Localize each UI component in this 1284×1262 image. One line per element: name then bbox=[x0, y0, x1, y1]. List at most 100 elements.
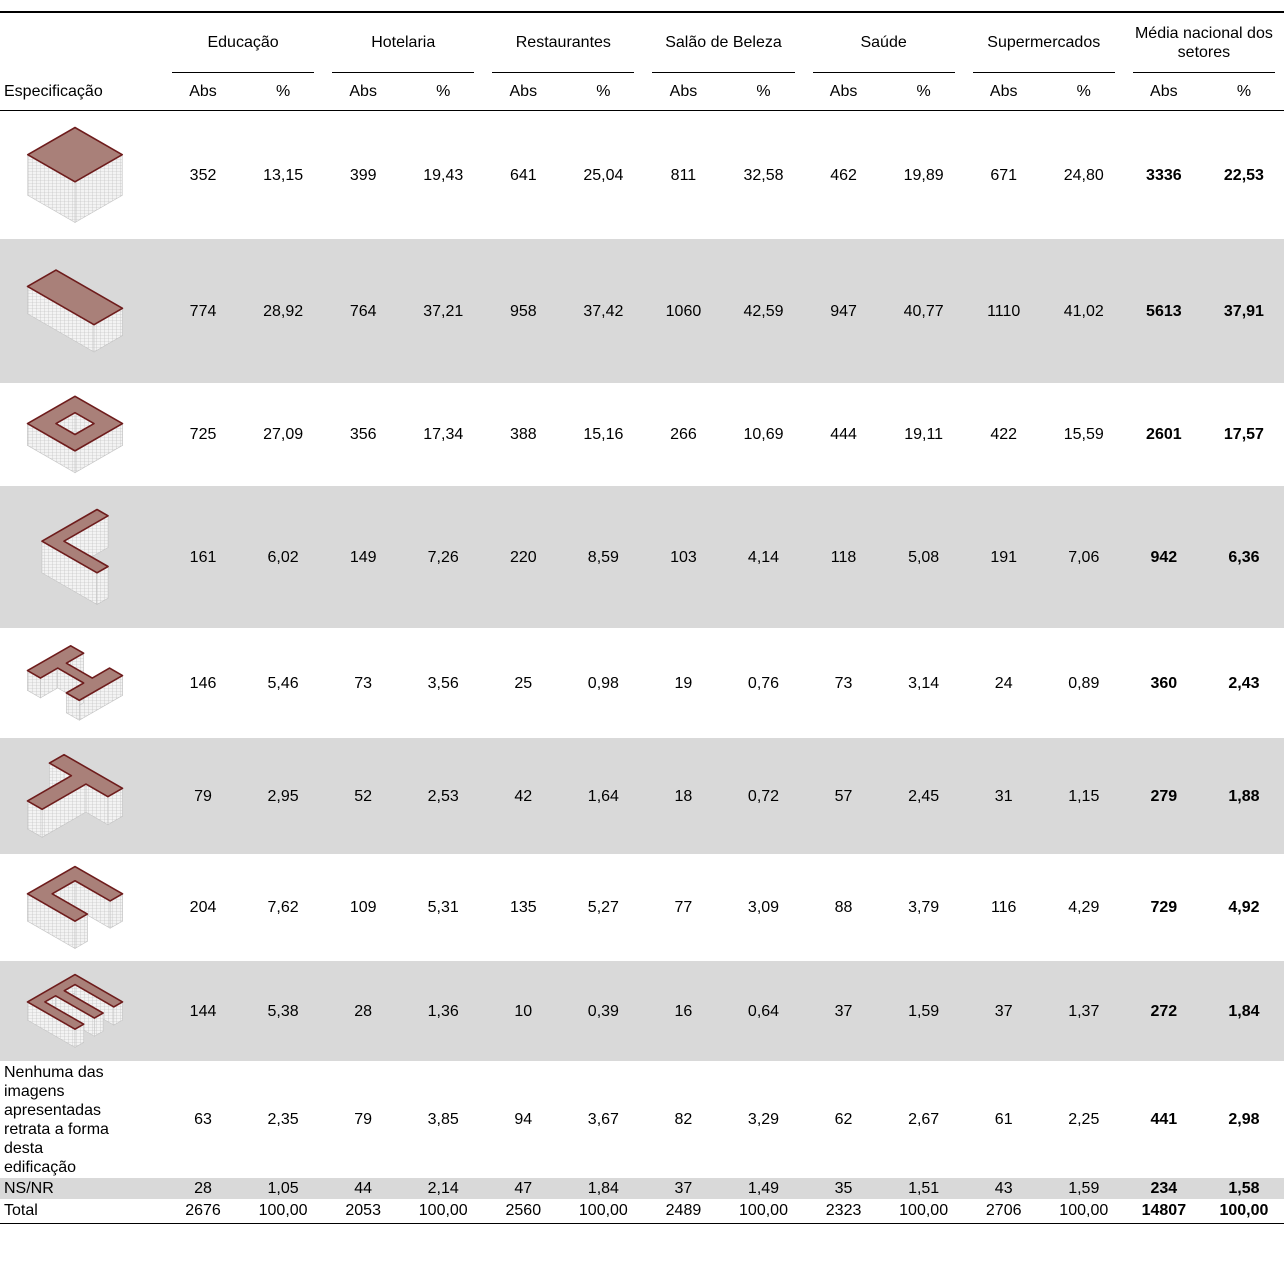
cell: 1,59 bbox=[1043, 1178, 1124, 1199]
cell: 279 bbox=[1123, 738, 1204, 854]
cell: 1,36 bbox=[403, 961, 484, 1061]
cell: 3,29 bbox=[747, 1111, 780, 1128]
cell: 22,53 bbox=[1223, 166, 1264, 184]
cell: 135 bbox=[509, 899, 537, 916]
cell: 27,09 bbox=[263, 426, 304, 443]
cell: 100,00 bbox=[899, 1202, 949, 1220]
cell: 0,39 bbox=[563, 961, 644, 1061]
subheader: Abs bbox=[803, 73, 884, 111]
cell: 3,56 bbox=[427, 674, 459, 692]
subheader: Abs bbox=[483, 73, 564, 111]
cell: 6,02 bbox=[243, 486, 324, 628]
subheader: % bbox=[1203, 73, 1284, 111]
cell: 25,04 bbox=[583, 166, 624, 184]
cell: 462 bbox=[830, 166, 857, 184]
cell: 73 bbox=[354, 674, 373, 692]
cell: 47 bbox=[483, 1178, 564, 1199]
spec-header: Especificação bbox=[0, 73, 163, 111]
group-header: Hotelaria bbox=[323, 12, 483, 73]
cell: 79 bbox=[163, 738, 244, 854]
row-label bbox=[0, 628, 163, 738]
subheader: % bbox=[563, 73, 644, 111]
cell: 1,15 bbox=[1043, 738, 1124, 854]
roof bbox=[26, 644, 124, 702]
cell: 1,49 bbox=[723, 1178, 804, 1199]
label-text: NS/NR bbox=[4, 1180, 54, 1197]
cell: 109 bbox=[349, 899, 377, 916]
subheader-row: Especificação Abs% Abs% Abs% Abs% Abs% Abs% Abs… bbox=[0, 73, 1284, 111]
cell: 1,64 bbox=[563, 738, 644, 854]
cell: 2323 bbox=[825, 1202, 862, 1220]
cell: 7,26 bbox=[403, 486, 484, 628]
subheader: % bbox=[883, 73, 964, 111]
cell: 5,46 bbox=[267, 674, 299, 692]
cell: 5,27 bbox=[587, 899, 619, 916]
cell: 2,95 bbox=[243, 738, 324, 854]
cell: 79 bbox=[354, 1111, 373, 1128]
cell: 2,67 bbox=[908, 1111, 940, 1128]
cell: 61 bbox=[994, 1111, 1013, 1128]
row-label bbox=[0, 854, 163, 961]
subheader: Abs bbox=[1123, 73, 1204, 111]
cell: 25 bbox=[514, 674, 533, 692]
subheader: % bbox=[403, 73, 484, 111]
cell: 356 bbox=[349, 426, 377, 443]
table-row: NS/NR 28 1,05 44 2,14 47 1,84 37 1,49 35 1,51 43 1,5… bbox=[0, 1178, 1284, 1199]
cell: 52 bbox=[323, 738, 404, 854]
cell: 3,09 bbox=[747, 899, 780, 916]
cell: 19 bbox=[674, 674, 693, 692]
building-icon bbox=[26, 269, 124, 353]
building-icon bbox=[26, 753, 124, 838]
group-header: Educação bbox=[163, 12, 323, 73]
row-label bbox=[0, 961, 163, 1061]
cell: 2,45 bbox=[883, 738, 964, 854]
roof bbox=[26, 973, 124, 1030]
cell: 2560 bbox=[505, 1202, 542, 1220]
cell: 2601 bbox=[1146, 426, 1182, 443]
cell: 118 bbox=[803, 486, 884, 628]
subheader: Abs bbox=[643, 73, 724, 111]
cell: 103 bbox=[643, 486, 724, 628]
cell: 15,59 bbox=[1063, 426, 1104, 443]
cell: 44 bbox=[323, 1178, 404, 1199]
cell: 144 bbox=[163, 961, 244, 1061]
cell: 116 bbox=[990, 899, 1017, 916]
cell: 1110 bbox=[963, 239, 1044, 383]
cell: 2489 bbox=[665, 1202, 702, 1220]
table-row: 204 7,62 109 5,31 135 5,27 77 3,09 88 3,79 116 4,29… bbox=[0, 854, 1284, 961]
header-cell bbox=[0, 12, 163, 73]
row-label: NS/NR bbox=[0, 1178, 163, 1199]
row-label bbox=[0, 383, 163, 486]
cell: 764 bbox=[323, 239, 404, 383]
cell: 958 bbox=[483, 239, 564, 383]
cell: 3,14 bbox=[908, 674, 940, 692]
cell: 2053 bbox=[345, 1202, 381, 1220]
group-header: Saúde bbox=[804, 12, 964, 73]
cell: 5,38 bbox=[243, 961, 324, 1061]
cell: 1060 bbox=[643, 239, 724, 383]
row-label bbox=[0, 239, 163, 383]
cell: 1,84 bbox=[1203, 961, 1284, 1061]
building-icon bbox=[26, 973, 124, 1048]
cell: 220 bbox=[483, 486, 564, 628]
cell: 2,98 bbox=[1228, 1111, 1260, 1128]
cell: 42 bbox=[483, 738, 564, 854]
subheader: % bbox=[723, 73, 804, 111]
cell: 24,80 bbox=[1063, 166, 1104, 184]
cell: 441 bbox=[1150, 1111, 1178, 1128]
cell: 149 bbox=[323, 486, 404, 628]
cell: 2706 bbox=[985, 1202, 1022, 1220]
group-name: Salão de Beleza bbox=[652, 13, 795, 73]
cell: 146 bbox=[189, 674, 217, 692]
group-header: Salão de Beleza bbox=[643, 12, 803, 73]
building-icon bbox=[26, 395, 124, 474]
cell: 62 bbox=[834, 1111, 853, 1128]
cell: 1,51 bbox=[883, 1178, 964, 1199]
cell: 100,00 bbox=[1219, 1202, 1269, 1220]
cell: 204 bbox=[189, 899, 217, 916]
cell: 641 bbox=[509, 166, 537, 184]
roof bbox=[26, 865, 124, 922]
cell: 32,58 bbox=[743, 166, 784, 184]
cell: 161 bbox=[163, 486, 244, 628]
cell: 100,00 bbox=[258, 1202, 308, 1220]
